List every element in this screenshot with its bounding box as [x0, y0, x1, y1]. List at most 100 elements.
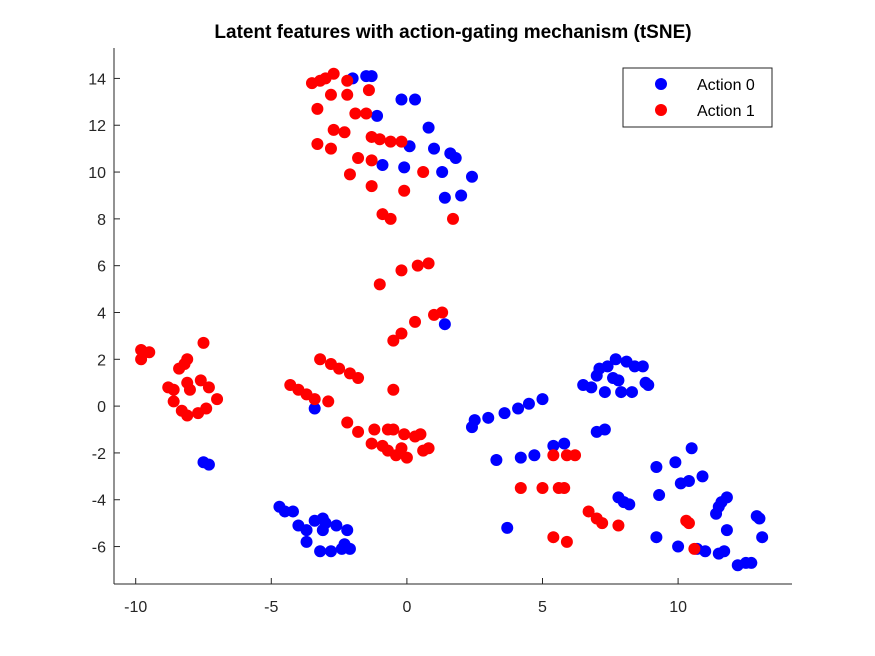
- data-point-action-1: [352, 372, 365, 385]
- x-tick-label: 0: [402, 599, 411, 616]
- data-point-action-1: [362, 84, 375, 97]
- data-point-action-1: [688, 542, 701, 555]
- data-point-action-1: [514, 482, 527, 495]
- data-point-action-0: [341, 524, 354, 537]
- data-point-action-1: [612, 519, 625, 532]
- data-point-action-0: [718, 545, 731, 558]
- y-tick-label: 14: [88, 71, 106, 88]
- data-point-action-1: [343, 168, 356, 181]
- data-point-action-1: [422, 442, 435, 455]
- data-point-action-1: [560, 535, 573, 548]
- data-point-action-0: [547, 439, 560, 452]
- data-point-action-0: [501, 521, 514, 534]
- data-point-action-0: [669, 456, 682, 469]
- data-point-action-1: [373, 278, 386, 291]
- data-point-action-0: [438, 318, 451, 331]
- data-point-action-1: [395, 442, 408, 455]
- data-point-action-1: [384, 135, 397, 148]
- legend-box: [622, 67, 773, 128]
- data-point-action-1: [183, 383, 196, 396]
- data-point-action-0: [449, 152, 462, 165]
- data-point-action-0: [428, 142, 441, 155]
- data-point-action-0: [482, 411, 495, 424]
- data-point-action-1: [311, 137, 324, 150]
- data-point-action-1: [167, 383, 180, 396]
- data-point-action-1: [308, 393, 321, 406]
- data-point-action-0: [650, 531, 663, 544]
- legend-label-action-0: Action 0: [697, 77, 755, 94]
- data-point-action-0: [365, 70, 378, 83]
- data-point-action-0: [585, 381, 598, 394]
- plot-area: [114, 48, 792, 584]
- y-tick-label: 0: [97, 399, 106, 416]
- data-point-action-0: [512, 402, 525, 415]
- chart-title: Latent features with action-gating mecha…: [214, 22, 691, 43]
- data-point-action-0: [300, 524, 313, 537]
- data-point-action-0: [395, 93, 408, 106]
- data-point-action-1: [211, 393, 224, 406]
- y-axis: -6 -4 -2 0 2 4 6 8 10 12 14: [88, 71, 120, 557]
- data-point-action-1: [314, 353, 327, 366]
- data-point-action-0: [376, 159, 389, 172]
- x-tick-label: 5: [538, 599, 547, 616]
- data-point-action-0: [536, 393, 549, 406]
- data-point-action-1: [324, 142, 337, 155]
- data-point-action-0: [409, 93, 422, 106]
- data-point-action-0: [422, 121, 435, 134]
- data-point-action-1: [365, 154, 378, 167]
- data-point-action-1: [400, 451, 413, 464]
- data-point-action-0: [316, 524, 329, 537]
- data-point-action-1: [352, 425, 365, 438]
- data-point-action-0: [615, 386, 628, 399]
- y-tick-label: -6: [92, 540, 106, 557]
- data-point-action-1: [194, 374, 207, 387]
- data-point-action-0: [314, 545, 327, 558]
- data-point-action-1: [333, 362, 346, 375]
- legend: Action 0 Action 1: [622, 67, 773, 128]
- data-point-action-0: [642, 379, 655, 392]
- data-point-action-0: [710, 507, 723, 520]
- data-point-action-0: [398, 161, 411, 174]
- data-point-action-1: [202, 381, 215, 394]
- legend-label-action-1: Action 1: [697, 103, 755, 120]
- data-point-action-0: [685, 442, 698, 455]
- data-point-action-1: [368, 423, 381, 436]
- data-point-action-0: [202, 458, 215, 471]
- data-point-action-1: [327, 123, 340, 136]
- data-point-action-0: [522, 397, 535, 410]
- data-point-action-0: [625, 386, 638, 399]
- data-point-action-1: [200, 402, 213, 415]
- data-point-action-0: [558, 437, 571, 450]
- data-point-action-1: [387, 334, 400, 347]
- data-point-action-1: [135, 353, 148, 366]
- data-point-action-1: [558, 482, 571, 495]
- data-point-action-1: [582, 505, 595, 518]
- x-tick-label: -5: [264, 599, 278, 616]
- x-tick-label: 10: [669, 599, 687, 616]
- data-point-action-1: [322, 395, 335, 408]
- data-point-action-0: [335, 542, 348, 555]
- data-point-action-1: [311, 102, 324, 115]
- data-point-action-1: [398, 184, 411, 197]
- data-point-action-1: [373, 133, 386, 146]
- data-point-action-0: [300, 535, 313, 548]
- data-point-action-1: [360, 107, 373, 120]
- data-point-action-1: [341, 88, 354, 101]
- data-point-action-1: [547, 531, 560, 544]
- y-tick-label: 12: [88, 118, 106, 135]
- data-point-action-0: [465, 170, 478, 183]
- data-point-action-0: [612, 374, 625, 387]
- data-point-action-1: [411, 259, 424, 272]
- data-point-action-1: [398, 428, 411, 441]
- data-point-action-1: [436, 306, 449, 319]
- data-point-action-0: [682, 475, 695, 488]
- data-point-action-1: [422, 257, 435, 270]
- data-point-action-0: [623, 498, 636, 511]
- y-tick-label: 6: [97, 259, 106, 276]
- y-tick-label: -2: [92, 446, 106, 463]
- y-tick-label: 10: [88, 165, 106, 182]
- data-point-action-1: [447, 212, 459, 225]
- data-point-action-0: [756, 531, 769, 544]
- data-point-action-1: [682, 517, 695, 530]
